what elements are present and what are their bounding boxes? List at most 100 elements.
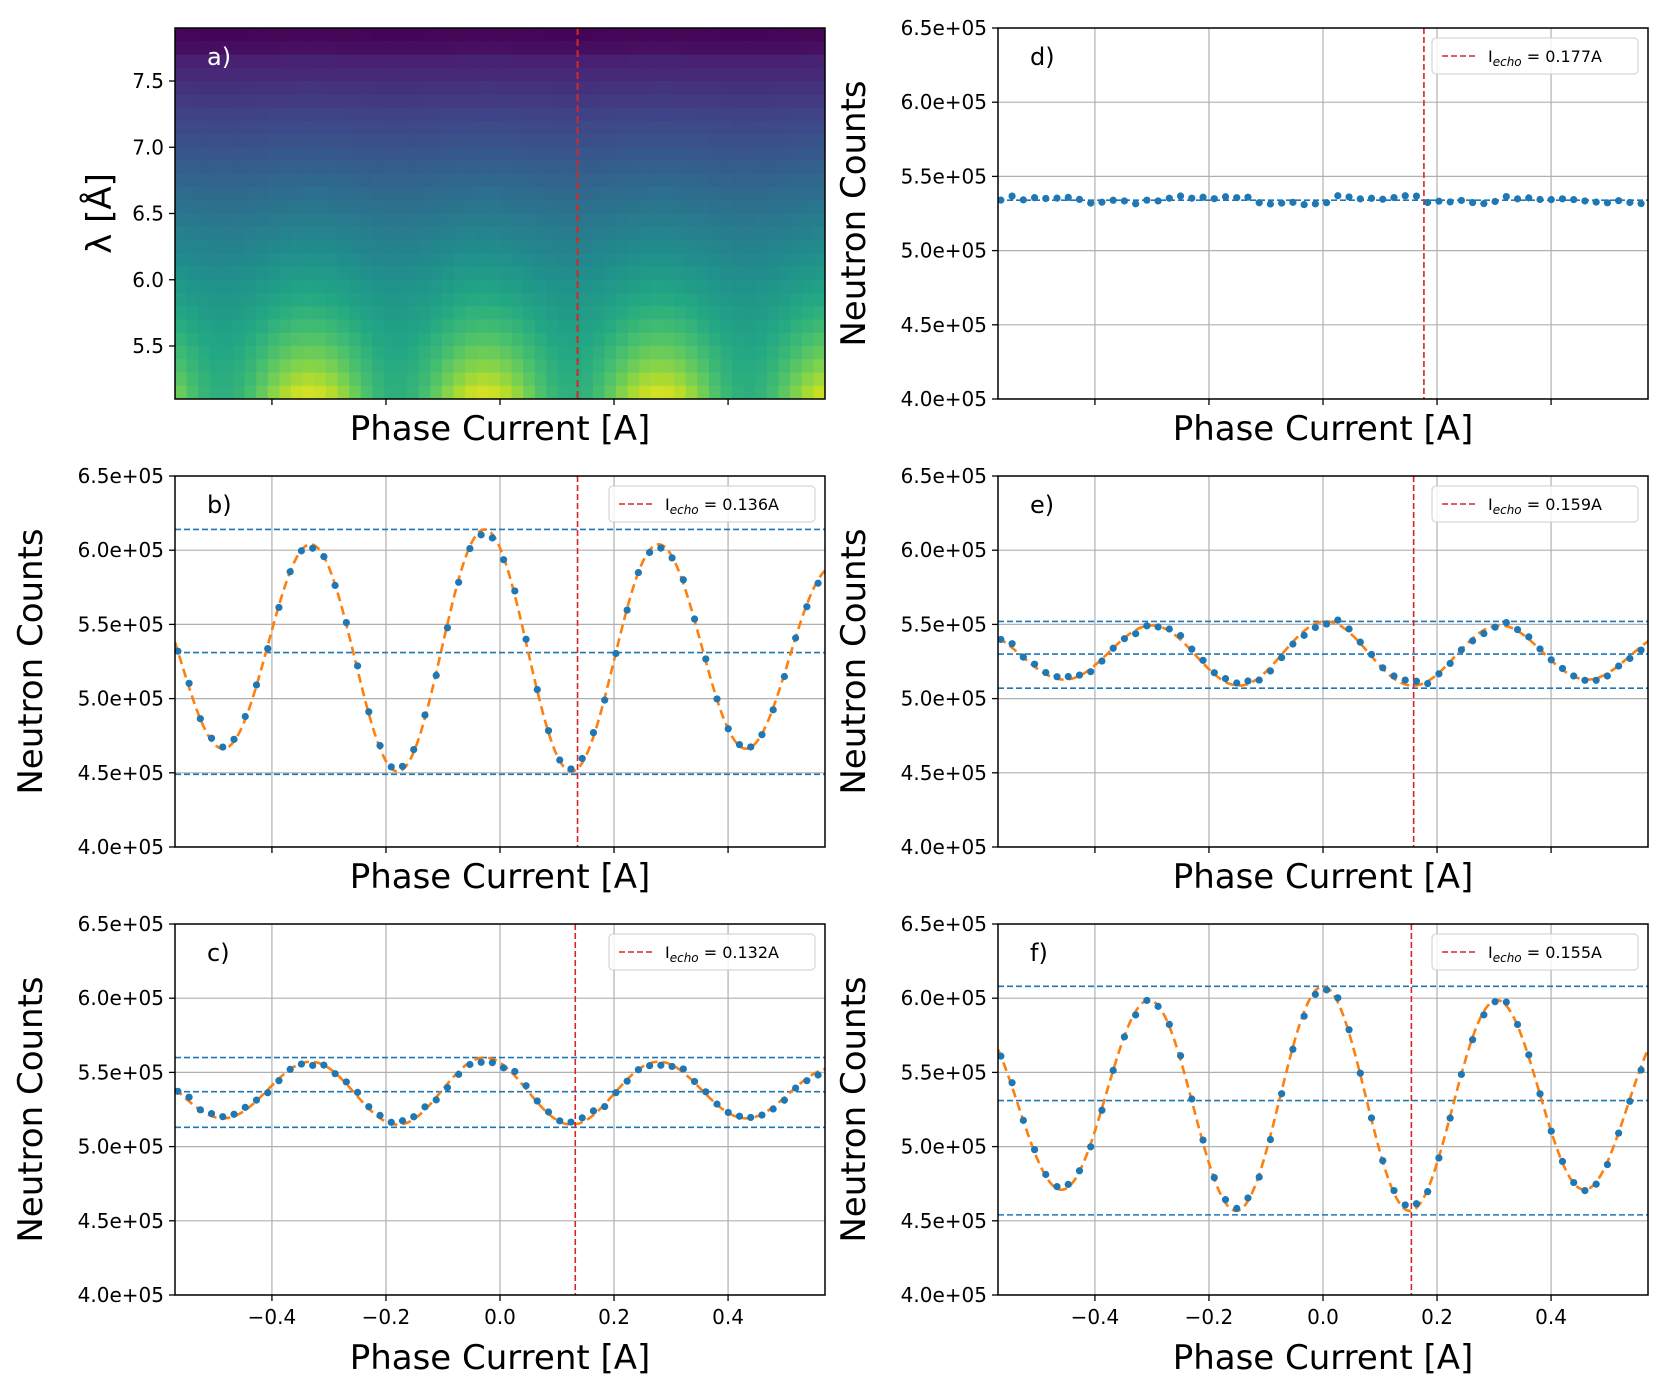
heatmap-cell [476,266,489,281]
heatmap-cell [511,107,524,122]
heatmap-cell [766,372,780,387]
heatmap-cell [766,28,780,42]
heatmap-cell [337,266,350,281]
data-point [1255,1173,1263,1181]
heatmap-cell [314,279,327,294]
heatmap-cell [813,385,825,399]
heatmap-cell [465,240,478,254]
heatmap-cell [488,187,501,201]
heatmap-cell [627,359,640,374]
heatmap-cell [349,240,362,254]
data-point [1143,996,1151,1005]
heatmap-cell [523,332,536,347]
heatmap-cell [488,173,501,188]
heatmap-cell [383,279,397,294]
data-point [998,635,1005,644]
heatmap-cell [720,226,733,241]
heatmap-cell [186,173,199,188]
heatmap-cell [558,279,571,294]
heatmap-cell [233,266,246,281]
heatmap-cell [732,41,745,56]
heatmap-cell [256,372,269,387]
heatmap-cell [662,187,675,201]
heatmap-cell [592,359,606,374]
heatmap-cell [778,226,791,241]
data-point [1120,197,1129,205]
data-point [1053,1183,1061,1191]
heatmap-cell [441,54,455,69]
heatmap-cell [302,332,315,347]
heatmap-cell [349,160,362,175]
heatmap-cell [755,147,768,162]
heatmap-cell [790,173,803,188]
heatmap-cell [604,319,617,334]
heatmap-cell [314,359,327,374]
heatmap-cell [685,200,698,215]
heatmap-cell [407,94,420,109]
heatmap-cell [592,94,606,109]
heatmap-cell [743,41,756,56]
heatmap-cell [511,385,524,399]
data-point [1603,199,1611,207]
heatmap-cell [291,346,304,360]
heatmap-cell [790,359,803,374]
data-point [1244,1194,1252,1202]
heatmap-cell [790,266,803,281]
heatmap-cell [349,67,362,82]
data-point [1233,679,1241,687]
heatmap-cell [383,266,397,281]
heatmap-cell [395,67,408,82]
heatmap-cell [383,41,397,56]
heatmap-cell [372,28,385,42]
heatmap-cell [627,226,640,241]
heatmap-cell [500,67,513,82]
heatmap-cell [627,81,640,95]
heatmap-cell [267,332,281,347]
heatmap-cell [697,41,710,56]
heatmap-cell [778,213,791,228]
data-point [780,1096,789,1104]
heatmap-cell [325,81,339,95]
heatmap-cell [650,187,664,201]
heatmap-cell [500,346,513,360]
heatmap-cell [569,67,582,82]
heatmap-cell [186,120,199,135]
heatmap-cell [616,147,629,162]
y-tick-label: 5.0e+05 [901,1135,987,1159]
heatmap-cell [639,94,652,109]
heatmap-cell [778,240,791,254]
heatmap-cell [302,28,315,42]
heatmap-cell [325,147,339,162]
heatmap-cell [221,200,234,215]
heatmap-cell [349,173,362,188]
heatmap-cell [790,385,803,399]
heatmap-cell [221,173,234,188]
heatmap-cell [465,385,478,399]
heatmap-cell [291,266,304,281]
heatmap-cell [337,160,350,175]
heatmap-cell [186,54,199,69]
heatmap-cell [314,134,327,148]
heatmap-cell [813,81,825,95]
data-point [1457,196,1465,205]
data-point [230,735,238,743]
data-point [1143,622,1151,630]
heatmap-cell [244,319,257,334]
heatmap-cell [592,81,606,95]
data-point [1412,1200,1421,1208]
heatmap-cell [558,94,571,109]
heatmap-cell [407,134,420,148]
heatmap-cell [592,332,606,347]
heatmap-cell [743,120,756,135]
heatmap-cell [708,81,722,95]
heatmap-cell [534,147,548,162]
heatmap-cell [418,319,431,334]
heatmap-cell [488,107,501,122]
heatmap-cell [511,187,524,201]
heatmap-cell [674,213,687,228]
heatmap-cell [662,213,675,228]
heatmap-cell [662,81,675,95]
data-point [1457,646,1465,654]
heatmap-cell [453,306,466,321]
heatmap-cell [708,266,722,281]
